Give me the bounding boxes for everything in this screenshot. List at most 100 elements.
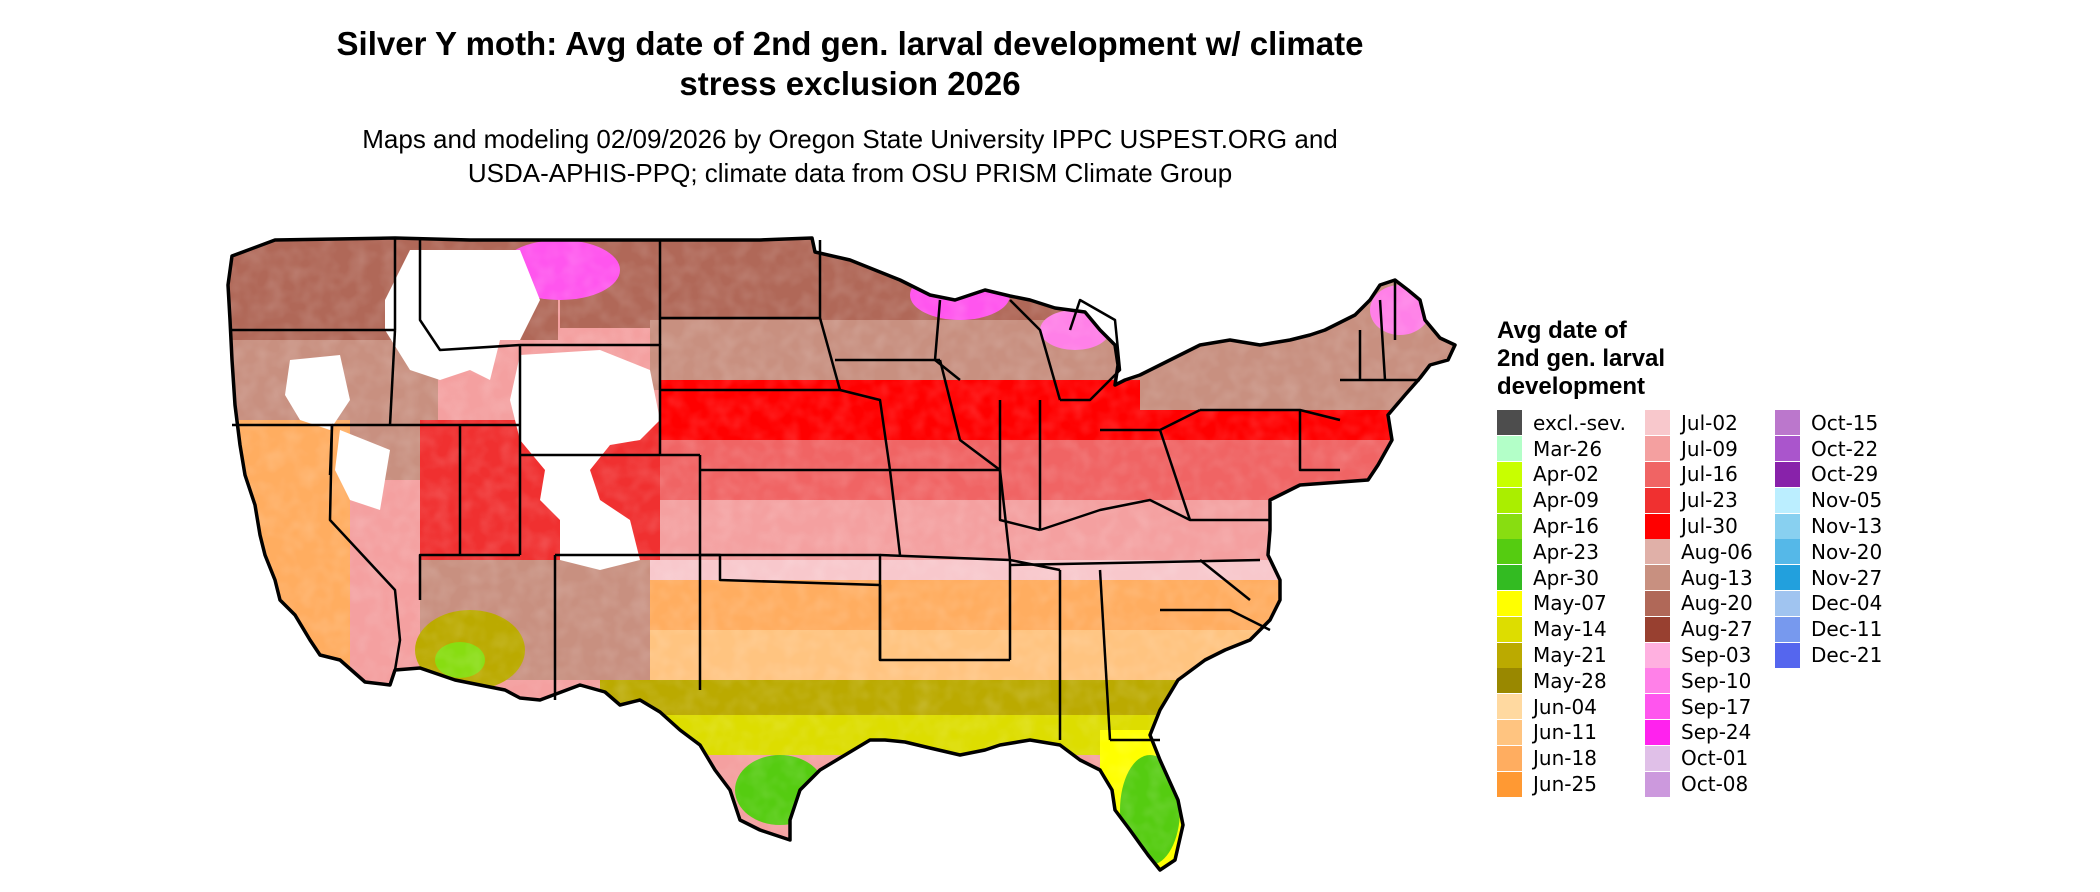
legend-label: Jul-02 xyxy=(1681,410,1738,435)
legend-item: excl.-sev. xyxy=(1497,410,1626,436)
legend-swatch xyxy=(1645,590,1670,616)
legend-item: Aug-20 xyxy=(1645,590,1753,617)
legend-swatch xyxy=(1775,642,1800,668)
legend-item: Apr-09 xyxy=(1497,487,1626,513)
ar-la-border xyxy=(878,600,1010,662)
legend-label: Jun-18 xyxy=(1533,746,1597,771)
legend-swatch xyxy=(1775,461,1800,487)
legend-item: Apr-30 xyxy=(1497,565,1626,591)
ca-nv-border xyxy=(328,424,402,671)
legend-item: Jun-04 xyxy=(1497,694,1626,720)
legend-swatch xyxy=(1497,487,1522,513)
legend-item: Sep-03 xyxy=(1645,642,1753,668)
legend-item: Sep-24 xyxy=(1645,719,1753,746)
legend-label: Oct-08 xyxy=(1681,772,1749,797)
legend-label: Sep-10 xyxy=(1681,668,1752,693)
legend-swatch xyxy=(1497,539,1522,565)
legend-item: Nov-05 xyxy=(1775,487,1882,513)
legend-swatch xyxy=(1775,590,1800,616)
legend-title-line-3: development xyxy=(1497,373,1646,400)
legend-swatch xyxy=(1645,539,1670,565)
legend-label: Jun-04 xyxy=(1533,694,1597,719)
legend-item: Jul-30 xyxy=(1645,513,1753,539)
legend-swatch xyxy=(1645,642,1670,668)
legend-item: Jun-11 xyxy=(1497,719,1626,746)
legend-item: Sep-10 xyxy=(1645,668,1753,694)
legend-swatch xyxy=(1497,590,1522,616)
legend-label: Apr-16 xyxy=(1533,514,1599,539)
legend-label: Dec-04 xyxy=(1811,591,1883,616)
legend-column-2: Jul-02 Jul-09 Jul-16 Jul-23 Jul-30 Aug-06 Aug-… xyxy=(1645,410,1753,797)
legend-item: May-07 xyxy=(1497,590,1626,617)
legend-item: Nov-13 xyxy=(1775,513,1882,539)
legend-item: Jun-18 xyxy=(1497,745,1626,771)
legend-item: Dec-11 xyxy=(1775,616,1882,642)
legend-item: Oct-29 xyxy=(1775,461,1882,488)
legend-label: Jul-30 xyxy=(1681,514,1738,539)
legend-swatch xyxy=(1497,719,1522,745)
legend-label: Oct-15 xyxy=(1811,410,1879,435)
mn-wi-border xyxy=(933,299,961,381)
legend-item: Nov-20 xyxy=(1775,539,1882,565)
legend-item: Jul-09 xyxy=(1645,436,1753,462)
wv-va-border xyxy=(1158,429,1270,522)
legend-item: Jun-25 xyxy=(1497,771,1626,797)
legend-label: Apr-02 xyxy=(1533,462,1599,487)
legend-swatch xyxy=(1645,694,1670,720)
legend-swatch xyxy=(1645,461,1670,487)
ut-az-nv-border xyxy=(418,553,520,600)
legend-label: Jul-23 xyxy=(1681,488,1738,513)
map-subtitle: Maps and modeling 02/09/2026 by Oregon S… xyxy=(240,122,1460,190)
legend-label: Dec-11 xyxy=(1811,617,1883,642)
legend-label: Nov-05 xyxy=(1811,488,1883,513)
legend-label: Nov-27 xyxy=(1811,565,1883,590)
legend-swatch xyxy=(1645,719,1670,745)
legend-item: Oct-08 xyxy=(1645,771,1753,797)
legend-label: Apr-30 xyxy=(1533,565,1599,590)
legend-label: May-14 xyxy=(1533,617,1607,642)
us-outline xyxy=(226,236,1457,872)
ky-tn-border xyxy=(1009,558,1261,567)
legend-label: Oct-29 xyxy=(1811,462,1879,487)
state-boundaries xyxy=(232,238,1420,742)
legend-swatch xyxy=(1645,668,1670,694)
legend-swatch xyxy=(1645,771,1670,797)
legend-item: Nov-27 xyxy=(1775,565,1882,591)
legend-swatch xyxy=(1645,410,1670,436)
legend-title-line-2: 2nd gen. larval xyxy=(1497,345,1666,372)
legend-swatch xyxy=(1775,565,1800,591)
pa-md-border xyxy=(1298,410,1340,472)
legend-swatch xyxy=(1497,642,1522,668)
legend-label: Aug-13 xyxy=(1681,565,1753,590)
nc-sc-border xyxy=(1199,559,1251,601)
legend-swatch xyxy=(1497,745,1522,771)
legend-swatch xyxy=(1497,436,1522,462)
legend-swatch xyxy=(1497,410,1522,436)
legend-label: Dec-21 xyxy=(1811,643,1883,668)
legend-item: Apr-23 xyxy=(1497,539,1626,565)
legend-item: May-28 xyxy=(1497,668,1626,694)
legend-label: Nov-20 xyxy=(1811,539,1883,564)
legend-swatch xyxy=(1775,616,1800,642)
legend-label: Jul-16 xyxy=(1681,462,1738,487)
legend-title: Avg date of 2nd gen. larval development xyxy=(1497,317,1717,401)
legend-item: Apr-16 xyxy=(1497,513,1626,539)
legend-label: Oct-22 xyxy=(1811,436,1879,461)
legend-item: Apr-02 xyxy=(1497,461,1626,488)
ga-sc-border xyxy=(1160,608,1271,632)
title-line-1: Silver Y moth: Avg date of 2nd gen. larv… xyxy=(336,25,1364,62)
map-title: Silver Y moth: Avg date of 2nd gen. larv… xyxy=(200,24,1500,104)
legend-swatch xyxy=(1497,513,1522,539)
legend-label: Oct-01 xyxy=(1681,746,1749,771)
legend-label: May-07 xyxy=(1533,591,1607,616)
al-ga-border xyxy=(1098,569,1112,741)
legend-column-1: excl.-sev. Mar-26 Apr-02 Apr-09 Apr-16 Apr-23… xyxy=(1497,410,1626,797)
id-or-border xyxy=(388,329,397,426)
legend-swatch xyxy=(1775,539,1800,565)
legend-label: Sep-24 xyxy=(1681,720,1752,745)
legend-label: Nov-13 xyxy=(1811,514,1883,539)
legend-swatch xyxy=(1497,771,1522,797)
legend-swatch xyxy=(1775,513,1800,539)
id-mt-border xyxy=(418,240,521,352)
